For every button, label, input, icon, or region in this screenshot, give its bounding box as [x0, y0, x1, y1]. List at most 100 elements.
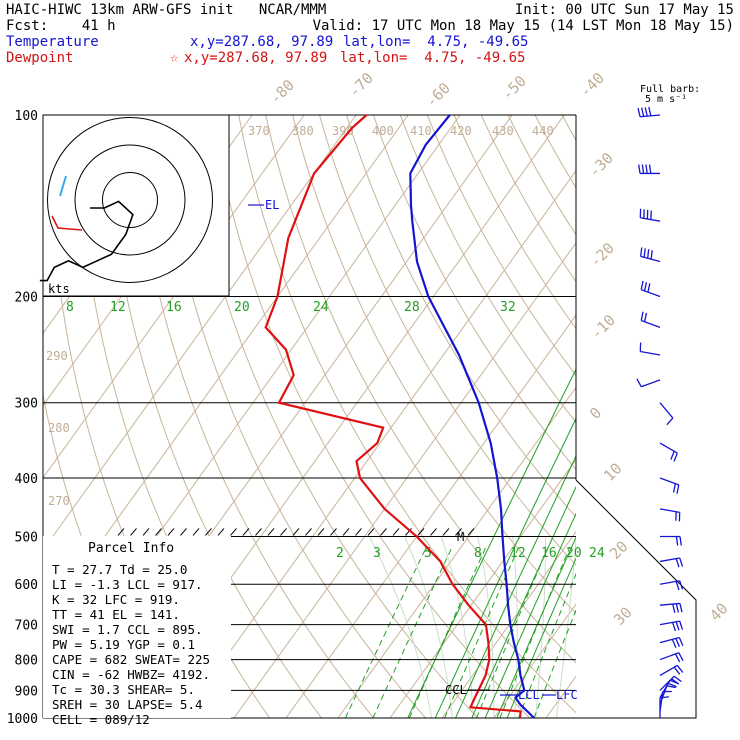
hodograph-ring [74, 144, 186, 256]
parcel-info-row: CAPE = 682 SWEAT= 225 [52, 652, 210, 667]
dry-adiabat-line [372, 115, 576, 471]
dry-adiabat-label: 370 [248, 124, 270, 138]
pressure-tick-label: 700 [15, 619, 38, 634]
wind-barb-feather [675, 638, 680, 647]
isotherm-line [181, 169, 576, 718]
mixing-ratio-label: 28 [404, 300, 420, 315]
hatch-mark [117, 528, 125, 536]
dry-adiabat-label: 270 [48, 494, 70, 508]
wind-barb-feather [679, 536, 682, 546]
parcel-info-row: LI = -1.3 LCL = 917. [52, 577, 203, 592]
wind-barb-feather [678, 637, 684, 647]
wind-barb [659, 402, 674, 426]
wind-barb-feather [637, 107, 641, 117]
hatch-mark [430, 528, 437, 536]
wind-barb [660, 535, 682, 546]
mixing-ratio-label: 12 [110, 300, 126, 315]
hatch-mark [367, 528, 375, 536]
isotherm-line [43, 115, 305, 479]
mixing-ratio-label: 8 [474, 546, 482, 561]
pressure-tick-label: 500 [15, 530, 38, 545]
lower-right-frame [43, 479, 697, 719]
hatch-mark [330, 528, 337, 536]
lfc-label: LFC [556, 688, 578, 702]
el-label: EL [265, 198, 279, 212]
wind-barb-feather [636, 378, 642, 388]
dry-adiabat-label: 440 [532, 124, 554, 138]
moist-adiabat-line [577, 537, 605, 719]
wind-barb-feather [675, 621, 680, 631]
hatch-mark [192, 528, 200, 536]
wind-barb-feather [679, 603, 683, 613]
wind-barb-feather [643, 312, 648, 322]
wind-barb [637, 106, 661, 118]
mixing-ratio-line [506, 557, 576, 718]
dry-adiabat-line [346, 115, 576, 518]
wind-barb-feather [666, 685, 676, 689]
hatch-mark [180, 528, 187, 536]
moist-adiabat-line [555, 536, 576, 718]
dewpoint-trace [264, 114, 522, 719]
hatch-mark [255, 528, 262, 536]
wind-barb [659, 580, 684, 591]
isotherm-label: -40 [576, 69, 608, 101]
wind-barb [659, 508, 681, 522]
dry-adiabat-label: 430 [492, 124, 514, 138]
mixing-ratio-label: 8 [66, 300, 74, 315]
dry-adiabat-line [157, 115, 426, 718]
wind-barb-feather [643, 248, 646, 258]
mixing-ratio-label: 20 [234, 300, 250, 315]
isotherm-label: -70 [345, 69, 377, 101]
isotherm-label: 10 [600, 459, 626, 485]
mixing-ratio-label: 24 [589, 546, 605, 561]
wind-barb-feather [673, 675, 682, 683]
wind-barb [659, 557, 684, 568]
wind-barb-feather [676, 484, 680, 494]
wind-barb [640, 280, 661, 298]
hatch-mark [155, 528, 162, 536]
hatch-mark [467, 528, 475, 536]
wind-barb-feather [670, 451, 675, 460]
parcel-info-row: PW = 5.19 YGP = 0.1 [52, 637, 195, 652]
isotherm-line [43, 115, 357, 551]
isotherm-label: 30 [610, 603, 636, 629]
mixing-ratio-dashed-line [408, 546, 487, 718]
wind-barb-feather [671, 622, 677, 632]
hodograph: kts [39, 114, 230, 297]
isotherm-label: 0 [586, 404, 605, 423]
wind-barb [659, 602, 683, 613]
isotherm-label: -60 [422, 79, 454, 111]
parcel-info-row: K = 32 LFC = 919. [52, 592, 180, 607]
mixing-ratio-label: 12 [510, 546, 526, 561]
isotherm-line [233, 242, 576, 718]
mixing-ratio-label: 24 [313, 300, 329, 315]
dry-adiabat-line [534, 115, 576, 189]
wind-barb-feather [675, 558, 680, 568]
hatch-mark [342, 528, 350, 536]
parcel-info-row: Tc = 30.3 SHEAR= 5. [52, 682, 195, 697]
wind-barb [640, 311, 661, 328]
hatch-mark [417, 528, 425, 536]
pressure-tick-label: 600 [15, 578, 38, 593]
isotherm-line [493, 603, 576, 718]
barb-note-line2: 5 m s⁻¹ [645, 94, 688, 105]
mixing-ratio-dashed-line [344, 546, 428, 718]
mixing-ratio-label: 3 [373, 546, 381, 561]
isotherm-label: -30 [585, 149, 617, 181]
isotherm-label: -50 [498, 72, 530, 104]
dry-adiabat-line [643, 115, 740, 718]
moist-adiabat-line [535, 536, 547, 718]
legend-temperature-xy: x,y=287.68, 97.89 [190, 34, 334, 50]
wind-barb-feather [679, 557, 684, 567]
hodograph-red-segment [51, 215, 83, 231]
hodograph-units: kts [48, 282, 70, 296]
mixing-ratio-dashed-line [372, 546, 453, 718]
wind-barb-staff [640, 350, 661, 356]
parcel-info-row: CIN = -62 HWBZ= 4192. [52, 667, 210, 682]
wind-barb-feather [640, 247, 643, 257]
wind-barb [659, 652, 684, 663]
wind-barb [639, 208, 661, 222]
lcl-label: LCL [518, 688, 540, 702]
wind-barb-feather [674, 653, 681, 663]
